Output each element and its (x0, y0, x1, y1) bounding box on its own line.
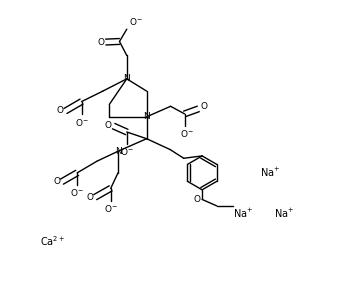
Text: O$^{-}$: O$^{-}$ (104, 203, 118, 214)
Text: O$^{-}$: O$^{-}$ (70, 187, 84, 198)
Text: O: O (53, 177, 60, 186)
Text: O: O (200, 102, 208, 111)
Text: Na$^{+}$: Na$^{+}$ (274, 207, 295, 220)
Text: O: O (86, 193, 93, 201)
Text: O: O (97, 38, 104, 47)
Text: Ca$^{2+}$: Ca$^{2+}$ (41, 234, 66, 248)
Text: O$^{-}$: O$^{-}$ (180, 128, 194, 140)
Text: Na$^{+}$: Na$^{+}$ (260, 166, 280, 179)
Text: O: O (57, 107, 64, 115)
Text: O: O (194, 195, 201, 204)
Text: N: N (124, 74, 130, 83)
Text: Na$^{+}$: Na$^{+}$ (234, 207, 254, 220)
Text: N: N (143, 112, 150, 121)
Text: N: N (115, 147, 121, 156)
Text: O$^{-}$: O$^{-}$ (120, 146, 134, 157)
Text: O: O (104, 121, 112, 130)
Text: O$^{-}$: O$^{-}$ (75, 117, 88, 128)
Text: O$^{-}$: O$^{-}$ (129, 16, 143, 27)
